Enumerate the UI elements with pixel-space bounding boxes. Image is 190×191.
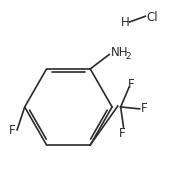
Text: 2: 2 bbox=[125, 52, 131, 61]
Text: F: F bbox=[119, 127, 126, 140]
Text: F: F bbox=[128, 79, 134, 91]
Text: H: H bbox=[121, 16, 130, 29]
Text: F: F bbox=[141, 102, 148, 115]
Text: Cl: Cl bbox=[146, 11, 158, 24]
Text: F: F bbox=[9, 124, 16, 137]
Text: NH: NH bbox=[111, 46, 129, 59]
